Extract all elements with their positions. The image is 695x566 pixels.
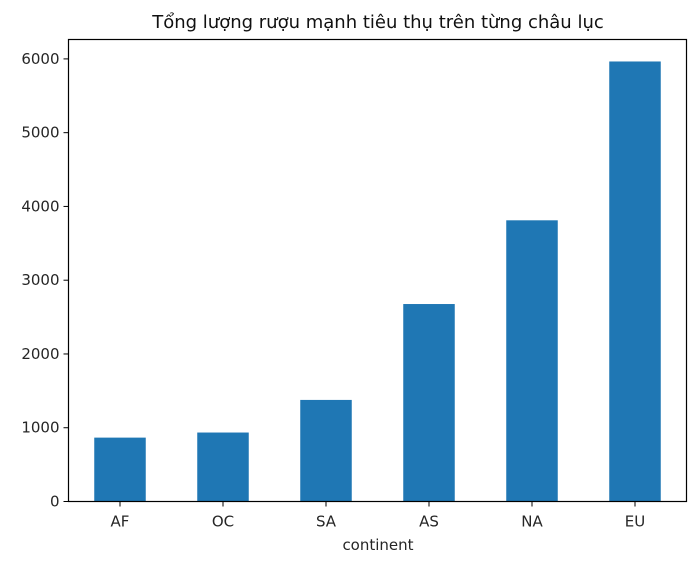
y-tick-label: 0 xyxy=(50,493,60,511)
x-axis-title: continent xyxy=(342,536,413,554)
y-tick-label: 6000 xyxy=(21,50,59,68)
bar-oc xyxy=(197,432,249,502)
x-tick-label: SA xyxy=(316,513,337,531)
y-tick-label: 5000 xyxy=(21,124,59,142)
x-axis: AF OC SA AS NA EU xyxy=(111,501,645,531)
bars-group xyxy=(94,61,661,502)
y-tick-label: 4000 xyxy=(21,197,59,215)
x-tick-label: AF xyxy=(111,513,130,531)
x-tick-label: NA xyxy=(521,513,543,531)
bar-eu xyxy=(609,61,661,502)
bar-sa xyxy=(300,399,352,502)
x-tick-label: OC xyxy=(212,513,234,531)
bar-af xyxy=(94,437,146,502)
y-tick-label: 1000 xyxy=(21,419,59,437)
chart-title: Tổng lượng rượu mạnh tiêu thụ trên từng … xyxy=(151,12,604,33)
x-tick-label: AS xyxy=(419,513,439,531)
y-tick-label: 3000 xyxy=(21,271,59,289)
y-axis: 0 1000 2000 3000 4000 5000 6000 xyxy=(21,50,69,511)
bar-as xyxy=(403,304,455,502)
bar-na xyxy=(506,220,558,502)
x-tick-label: EU xyxy=(625,513,645,531)
plot-frame xyxy=(67,38,688,503)
y-tick-label: 2000 xyxy=(21,345,59,363)
